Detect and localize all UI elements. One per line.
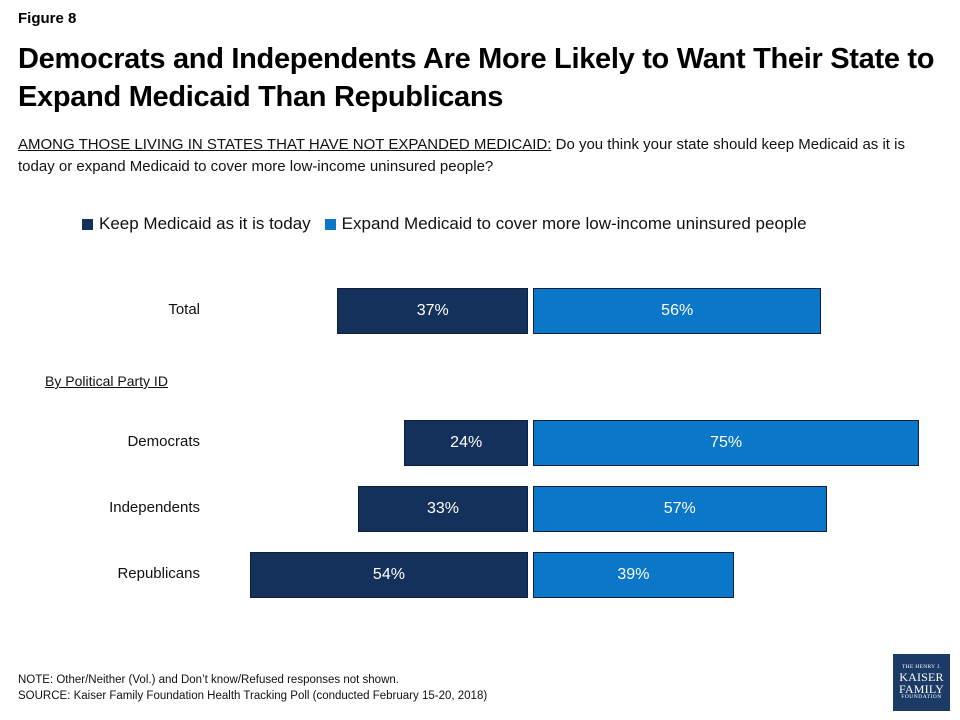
survey-question: AMONG THOSE LIVING IN STATES THAT HAVE N… bbox=[18, 134, 918, 178]
bar-expand-total: 56% bbox=[533, 288, 822, 334]
category-label-independents: Independents bbox=[109, 499, 200, 516]
source-text: SOURCE: Kaiser Family Foundation Health … bbox=[18, 690, 488, 702]
logo-line-3: FAMILY bbox=[898, 681, 945, 696]
logo-line-4: FOUNDATION bbox=[901, 693, 942, 700]
bar-keep-total: 37% bbox=[337, 288, 528, 334]
legend-item-keep: Keep Medicaid as it is today bbox=[82, 214, 311, 234]
chart-notes: NOTE: Other/Neither (Vol.) and Don’t kno… bbox=[18, 672, 487, 704]
legend-item-expand: Expand Medicaid to cover more low-income… bbox=[324, 214, 807, 234]
bar-keep-republicans: 54% bbox=[249, 552, 528, 598]
legend-swatch-expand bbox=[324, 218, 336, 230]
logo-line-2: KAISER bbox=[899, 669, 944, 684]
category-label-republicans: Republicans bbox=[117, 565, 200, 582]
category-label-total: Total bbox=[168, 301, 200, 318]
question-prefix: AMONG THOSE LIVING IN STATES THAT HAVE N… bbox=[18, 136, 552, 153]
bar-expand-democrats: 75% bbox=[533, 420, 920, 466]
note-text: NOTE: Other/Neither (Vol.) and Don’t kno… bbox=[18, 674, 399, 686]
bar-expand-republicans: 39% bbox=[533, 552, 734, 598]
bar-expand-independents: 57% bbox=[533, 486, 827, 532]
category-label-democrats: Democrats bbox=[127, 433, 200, 450]
legend-swatch-keep bbox=[82, 218, 93, 230]
question-text: Do you think your state should keep Medi… bbox=[18, 136, 905, 175]
legend-label-keep: Keep Medicaid as it is today bbox=[99, 214, 311, 233]
logo-line-1: THE HENRY J. bbox=[902, 664, 941, 670]
legend-label-expand: Expand Medicaid to cover more low-income… bbox=[341, 214, 807, 233]
figure-label: Figure 8 bbox=[18, 10, 77, 27]
chart-title: Democrats and Independents Are More Like… bbox=[18, 43, 935, 113]
chart-legend: Keep Medicaid as it is today Expand Medi… bbox=[82, 214, 821, 234]
group-heading: By Political Party ID bbox=[45, 373, 168, 389]
bar-keep-independents: 33% bbox=[358, 486, 528, 532]
bar-keep-democrats: 24% bbox=[404, 420, 528, 466]
kff-logo: THE HENRY J. KAISER FAMILY FOUNDATION bbox=[893, 654, 950, 711]
